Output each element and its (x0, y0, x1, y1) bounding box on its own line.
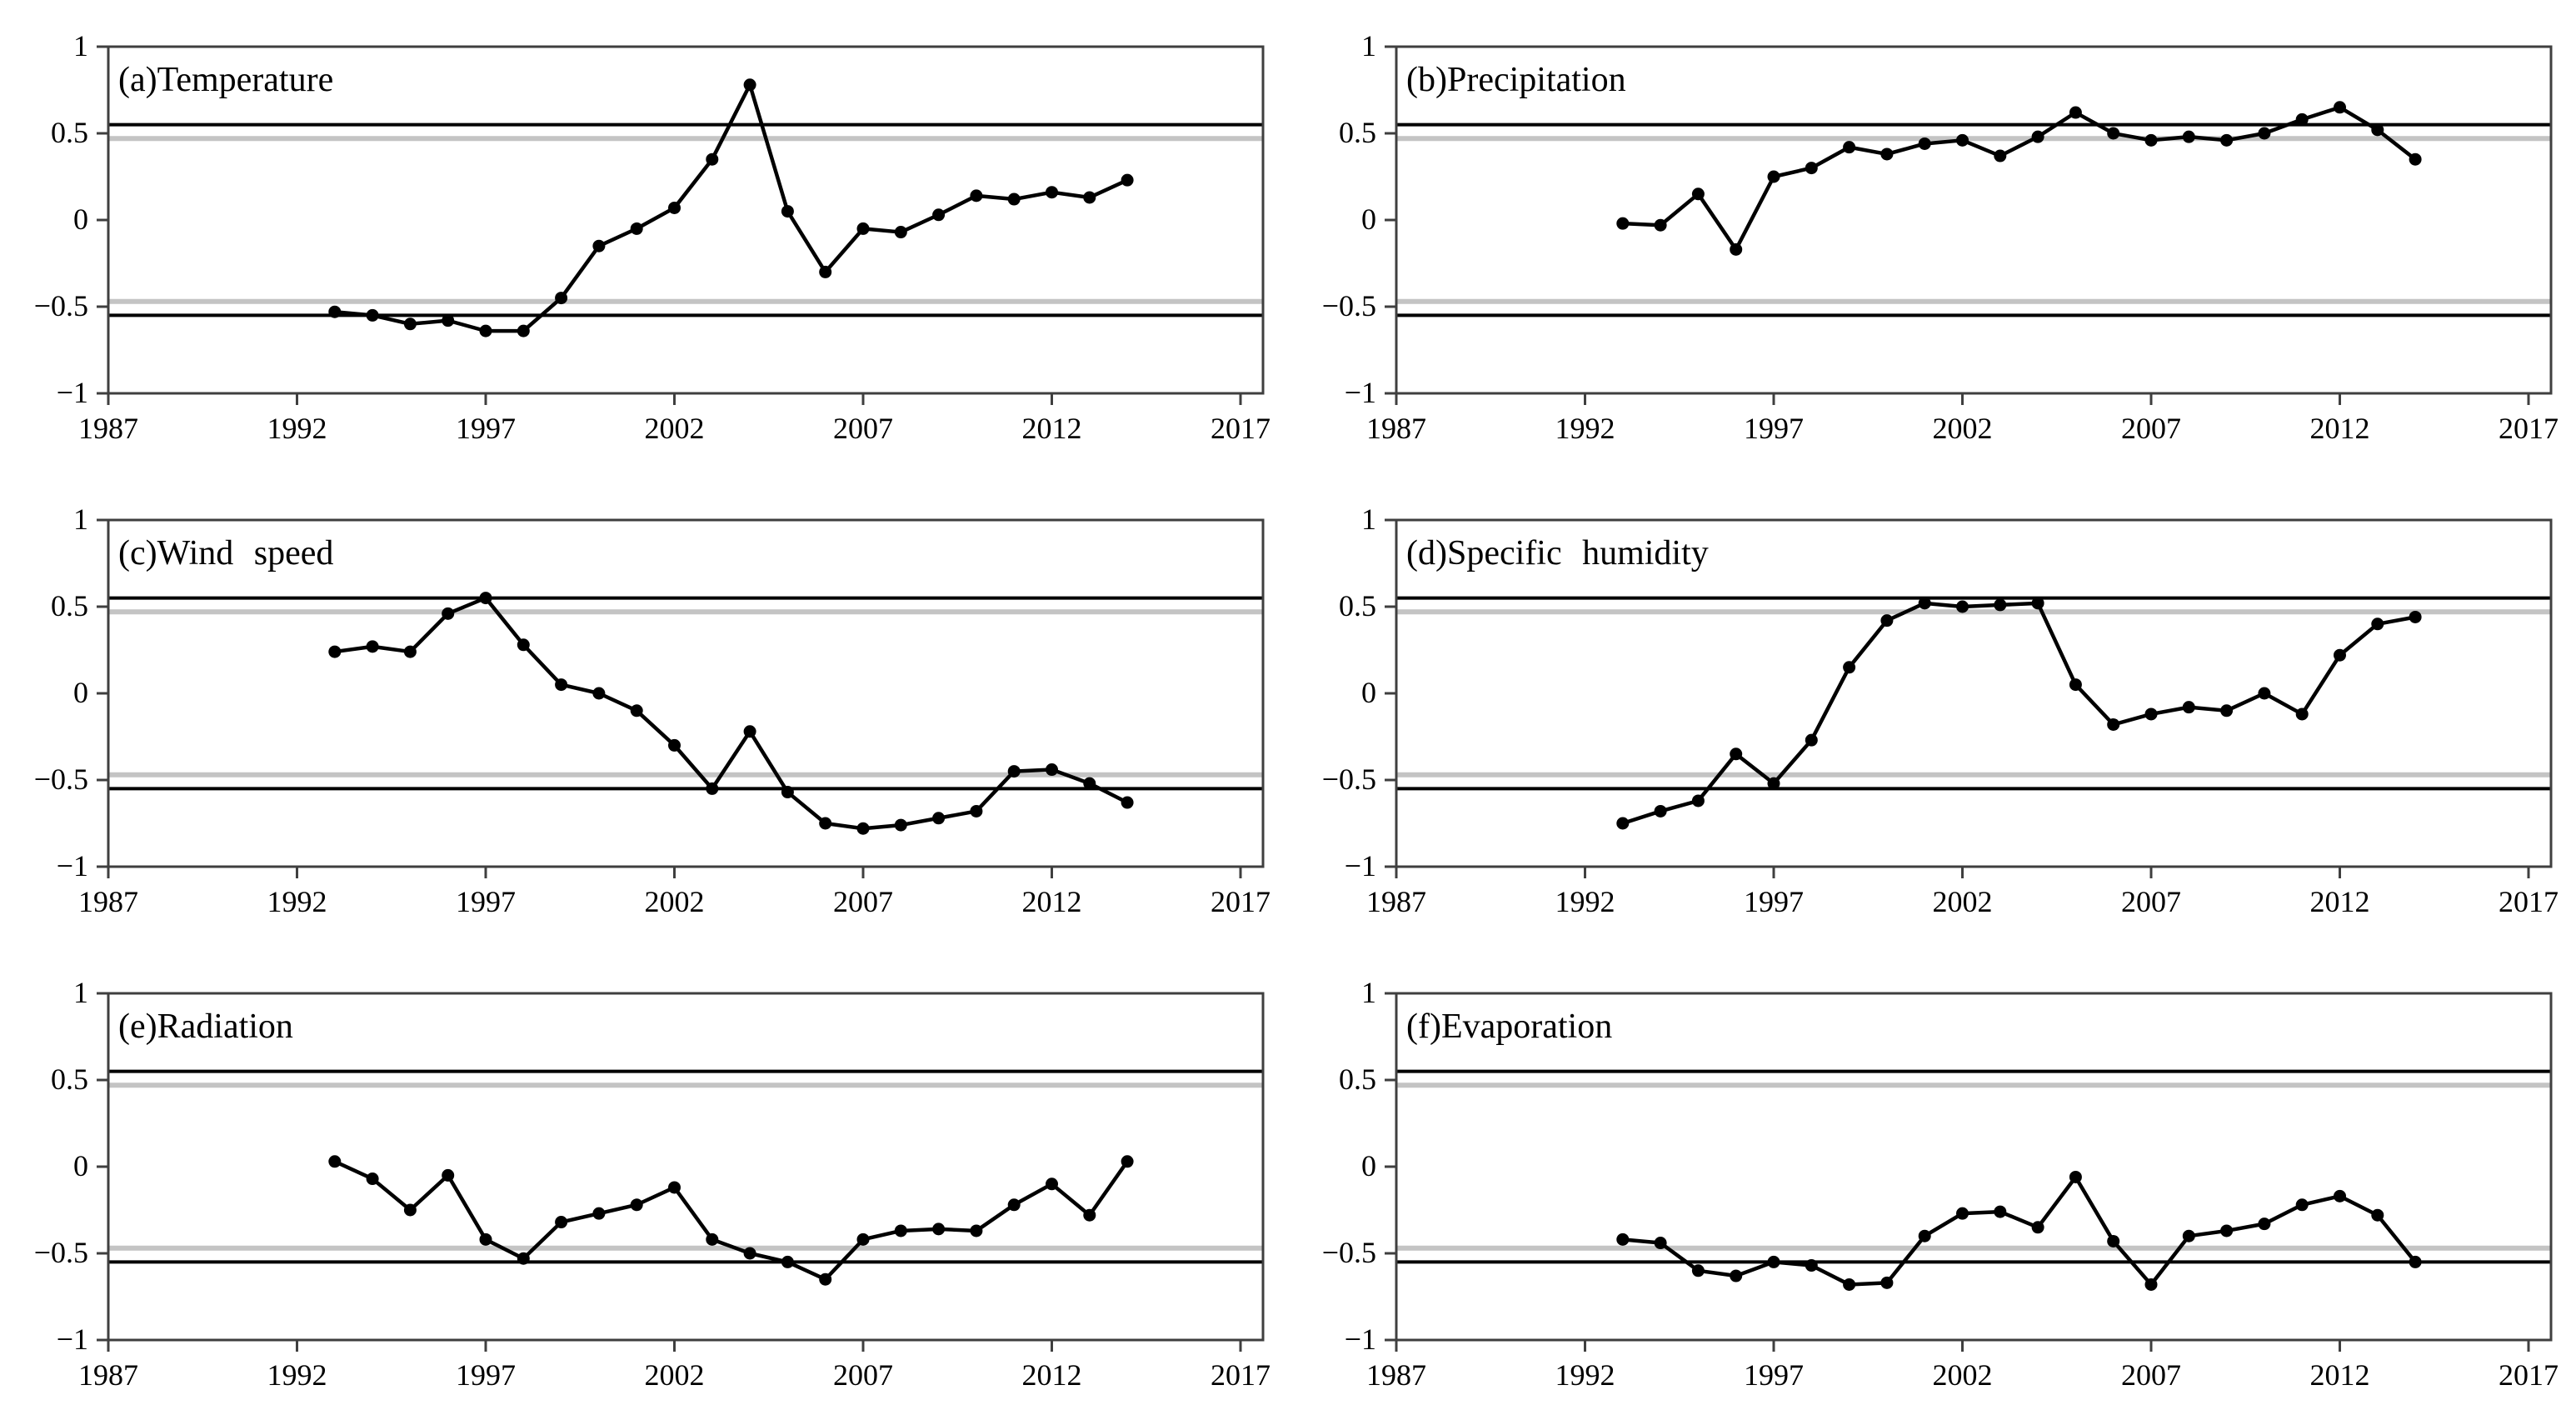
svg-text:2017: 2017 (2499, 1358, 2559, 1392)
svg-text:1997: 1997 (1744, 412, 1804, 445)
panel-f-evaporation: 1 0.5 0 −0.5 −1 1987 1992 1997 2002 2007 2012 2017 … (1288, 947, 2576, 1420)
svg-text:0: 0 (1361, 202, 1376, 236)
svg-text:1: 1 (73, 976, 88, 1009)
svg-text:−0.5: −0.5 (1322, 1236, 1376, 1269)
svg-text:−1: −1 (57, 376, 88, 409)
svg-text:2017: 2017 (1211, 412, 1271, 445)
svg-text:−0.5: −0.5 (34, 762, 88, 796)
svg-text:−1: −1 (1345, 376, 1376, 409)
svg-text:1992: 1992 (1555, 412, 1615, 445)
svg-text:0: 0 (1361, 1149, 1376, 1182)
svg-text:2007: 2007 (2121, 885, 2181, 918)
svg-text:2002: 2002 (645, 412, 705, 445)
svg-text:1987: 1987 (78, 412, 138, 445)
svg-text:1987: 1987 (1366, 412, 1426, 445)
svg-text:0.5: 0.5 (1339, 116, 1376, 149)
svg-text:0: 0 (73, 1149, 88, 1182)
svg-text:2002: 2002 (645, 885, 705, 918)
svg-text:1992: 1992 (267, 1358, 327, 1392)
svg-text:2017: 2017 (1211, 885, 1271, 918)
panel-e-radiation: 1 0.5 0 −0.5 −1 1987 1992 1997 2002 2007 2012 2017 … (0, 947, 1288, 1420)
svg-text:0: 0 (73, 202, 88, 236)
svg-text:1997: 1997 (456, 1358, 516, 1392)
svg-text:1: 1 (73, 29, 88, 62)
svg-text:2012: 2012 (2310, 412, 2370, 445)
panel-a-temperature: 1 0.5 0 −0.5 −1 1987 1992 1997 2002 2007 2012 2017 … (0, 0, 1288, 473)
svg-text:0.5: 0.5 (51, 1062, 88, 1096)
svg-text:−0.5: −0.5 (34, 289, 88, 322)
panel-d-title: (d)Specific humidity (1406, 534, 1709, 572)
svg-text:1997: 1997 (1744, 1358, 1804, 1392)
svg-text:2012: 2012 (1022, 1358, 1082, 1392)
svg-text:−1: −1 (1345, 849, 1376, 882)
svg-text:1987: 1987 (78, 1358, 138, 1392)
svg-text:2002: 2002 (645, 1358, 705, 1392)
svg-text:2012: 2012 (2310, 1358, 2370, 1392)
svg-text:−1: −1 (57, 1322, 88, 1356)
svg-text:2002: 2002 (1933, 885, 1993, 918)
svg-text:2002: 2002 (1933, 1358, 1993, 1392)
svg-text:2017: 2017 (2499, 885, 2559, 918)
panel-c-title: (c)Wind speed (118, 534, 334, 572)
svg-text:−1: −1 (1345, 1322, 1376, 1356)
panel-f-title: (f)Evaporation (1406, 1008, 1613, 1046)
svg-text:2007: 2007 (833, 885, 893, 918)
svg-text:1992: 1992 (267, 885, 327, 918)
svg-text:0.5: 0.5 (1339, 589, 1376, 622)
panel-a-title: (a)Temperature (118, 61, 334, 99)
svg-text:0.5: 0.5 (51, 116, 88, 149)
panel-b-title: (b)Precipitation (1406, 61, 1626, 99)
svg-text:2002: 2002 (1933, 412, 1993, 445)
svg-text:0.5: 0.5 (51, 589, 88, 622)
svg-text:2017: 2017 (2499, 412, 2559, 445)
svg-text:−0.5: −0.5 (1322, 289, 1376, 322)
svg-text:−1: −1 (57, 849, 88, 882)
svg-text:1987: 1987 (78, 885, 138, 918)
svg-text:0: 0 (73, 676, 88, 709)
svg-text:1992: 1992 (1555, 1358, 1615, 1392)
svg-text:2012: 2012 (2310, 885, 2370, 918)
svg-text:1997: 1997 (456, 412, 516, 445)
svg-text:1992: 1992 (1555, 885, 1615, 918)
panel-c-wind-speed: 1 0.5 0 −0.5 −1 1987 1992 1997 2002 2007 2012 2017 … (0, 473, 1288, 947)
svg-text:2012: 2012 (1022, 885, 1082, 918)
svg-text:−0.5: −0.5 (1322, 762, 1376, 796)
svg-text:2007: 2007 (2121, 1358, 2181, 1392)
svg-text:−0.5: −0.5 (34, 1236, 88, 1269)
svg-text:1: 1 (1361, 976, 1376, 1009)
svg-text:1: 1 (1361, 502, 1376, 536)
panel-b-precipitation: 1 0.5 0 −0.5 −1 1987 1992 1997 2002 2007 2012 2017 … (1288, 0, 2576, 473)
svg-text:2007: 2007 (833, 1358, 893, 1392)
panel-e-title: (e)Radiation (118, 1008, 293, 1046)
panel-d-specific-humidity: 1 0.5 0 −0.5 −1 1987 1992 1997 2002 2007 2012 2017 … (1288, 473, 2576, 947)
svg-text:2012: 2012 (1022, 412, 1082, 445)
svg-text:2007: 2007 (833, 412, 893, 445)
svg-text:0.5: 0.5 (1339, 1062, 1376, 1096)
svg-text:1992: 1992 (267, 412, 327, 445)
svg-text:1987: 1987 (1366, 1358, 1426, 1392)
svg-text:2017: 2017 (1211, 1358, 1271, 1392)
svg-text:1987: 1987 (1366, 885, 1426, 918)
svg-text:2007: 2007 (2121, 412, 2181, 445)
svg-text:1997: 1997 (456, 885, 516, 918)
svg-text:1997: 1997 (1744, 885, 1804, 918)
svg-text:0: 0 (1361, 676, 1376, 709)
svg-text:1: 1 (1361, 29, 1376, 62)
svg-text:1: 1 (73, 502, 88, 536)
